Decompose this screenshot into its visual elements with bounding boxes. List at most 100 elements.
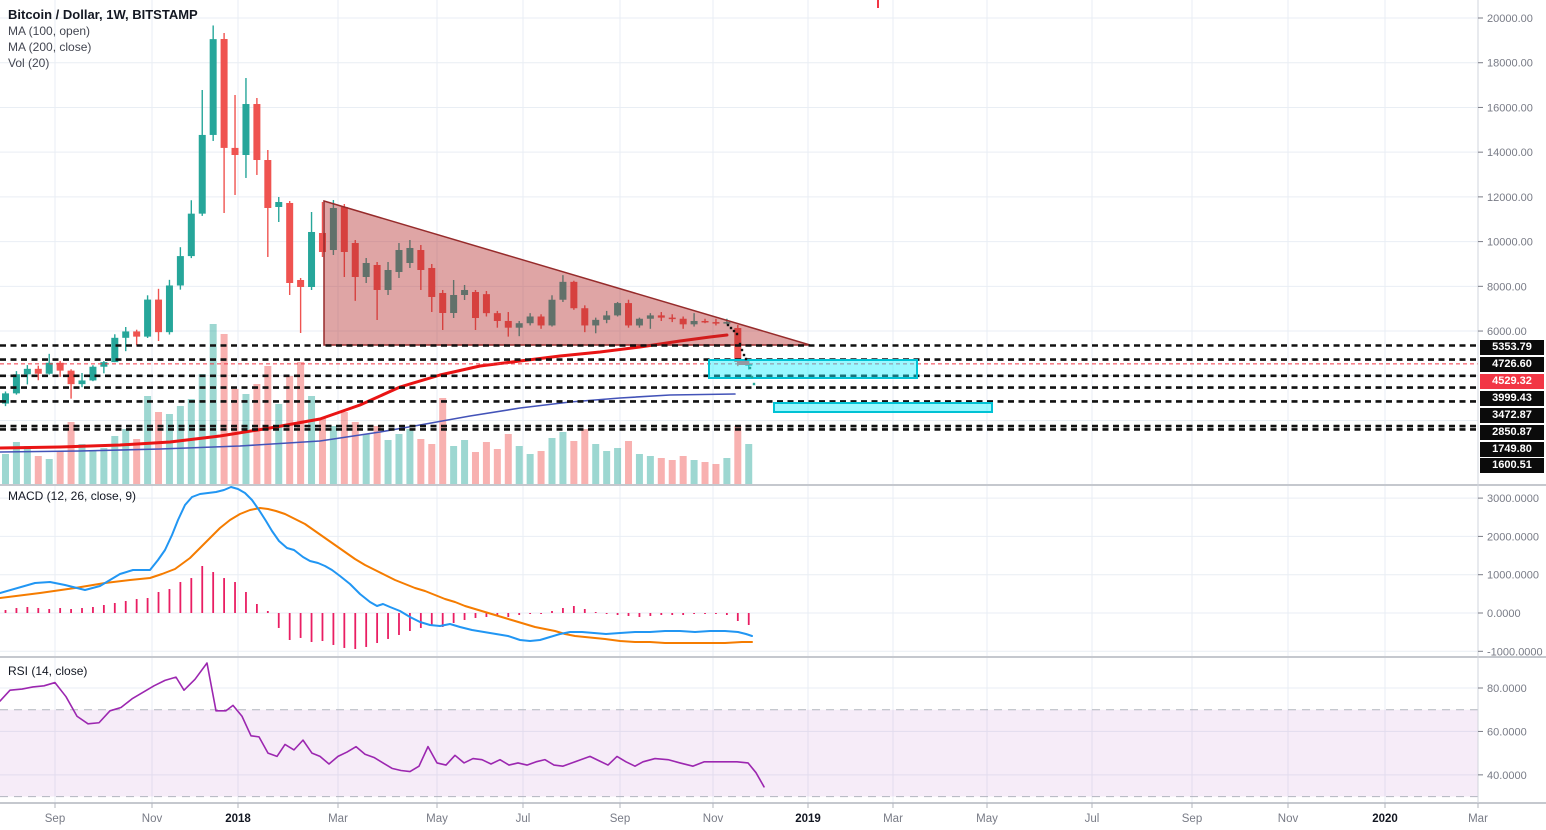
volume-bar (78, 444, 86, 484)
drawing-dot (726, 323, 730, 327)
time-axis-label[interactable]: Nov (142, 813, 163, 825)
time-axis-label[interactable]: Nov (703, 813, 724, 825)
descending-triangle-drawing[interactable] (323, 199, 811, 346)
volume-bar (548, 438, 556, 484)
time-axis-label[interactable]: 2020 (1372, 813, 1398, 825)
volume-bar (45, 459, 53, 484)
volume-bar (253, 384, 261, 484)
candle-body (264, 160, 272, 208)
time-axis-label[interactable]: Jul (1085, 813, 1100, 825)
price-zone-box[interactable] (773, 402, 993, 413)
macd-axis-label: -1000.0000 (1487, 646, 1543, 658)
volume-bar (723, 458, 731, 484)
legend: Bitcoin / Dollar, 1W, BITSTAMP MA (100, … (8, 6, 198, 71)
drawing-dot (738, 342, 742, 346)
candle-body (471, 291, 479, 319)
macd-signal-line (0, 507, 753, 644)
candle-body (592, 319, 600, 326)
symbol-title[interactable]: Bitcoin / Dollar, 1W, BITSTAMP (8, 7, 198, 22)
volume-bar (701, 462, 709, 484)
time-axis-label[interactable]: Sep (610, 813, 630, 825)
macd-pane-label[interactable]: MACD (12, 26, close, 9) (8, 489, 137, 503)
candle-body (308, 231, 316, 287)
candle-body (89, 366, 97, 381)
volume-bar (329, 426, 337, 484)
price-zone-box[interactable] (708, 359, 918, 379)
candle-body (351, 243, 359, 277)
candle-body (417, 250, 425, 270)
volume-bar (461, 440, 469, 484)
candle-body (362, 262, 370, 277)
macd-axis-label: 0.0000 (1487, 608, 1521, 620)
volume-bar (144, 396, 152, 484)
time-axis-label[interactable]: Jul (516, 813, 531, 825)
volume-bar (220, 334, 228, 484)
volume-bar (209, 324, 217, 484)
indicator-row-ma200[interactable]: MA (200, close) (8, 40, 92, 54)
candle-body (122, 331, 130, 338)
volume-bar (373, 426, 381, 484)
price-axis-label: 8000.00 (1487, 281, 1527, 293)
candle-body (220, 39, 228, 148)
time-axis-label[interactable]: 2019 (795, 813, 821, 825)
time-axis-label[interactable]: Mar (328, 813, 348, 825)
rsi-axis-label: 60.0000 (1487, 726, 1527, 738)
time-axis-label[interactable]: Nov (1278, 813, 1299, 825)
candle-body (559, 281, 567, 300)
candle-body (428, 267, 436, 297)
candle-body (679, 318, 687, 325)
rsi-axis-label: 40.0000 (1487, 770, 1527, 782)
volume-bar (439, 398, 447, 484)
time-axis-label[interactable]: Sep (1182, 813, 1202, 825)
candle-body (340, 206, 348, 252)
time-axis-label[interactable]: Mar (883, 813, 903, 825)
candle-body (526, 316, 534, 324)
volume-bar (625, 441, 633, 484)
candle-body (406, 247, 414, 263)
rsi-overbought-oversold-band (0, 709, 1478, 797)
volume-bar (340, 412, 348, 484)
candle-body (504, 320, 512, 328)
volume-bar (155, 412, 163, 484)
candle-body (712, 322, 720, 324)
indicator-row-ma100[interactable]: MA (100, open) (8, 24, 91, 38)
candle-body (329, 207, 337, 251)
volume-bar (417, 439, 425, 484)
candle-body (668, 317, 676, 320)
price-axis-label: 20000.00 (1487, 13, 1533, 25)
time-axis-label[interactable]: 2018 (225, 813, 251, 825)
time-axis-label[interactable]: May (426, 813, 448, 825)
candle-body (155, 299, 163, 333)
price-axis-label: 12000.00 (1487, 192, 1533, 204)
candle-body (493, 313, 501, 321)
drawing-dot-teal (748, 366, 752, 370)
current-bar-marker[interactable] (737, 361, 749, 365)
time-axis-label[interactable]: Sep (45, 813, 65, 825)
time-axis-label[interactable]: Mar (1468, 813, 1488, 825)
volume-bar (537, 451, 545, 484)
volume-bar (635, 454, 643, 484)
drawing-price-tag: 1749.80 (1480, 441, 1544, 457)
candle-body (603, 315, 611, 320)
volume-bar (679, 456, 687, 484)
candle-body (537, 316, 545, 326)
volume-bar (12, 442, 20, 484)
volume-bar (384, 440, 392, 484)
candle-body (570, 281, 578, 309)
volume-bar (56, 451, 64, 484)
drawing-dot (744, 357, 748, 361)
candle-body (461, 289, 469, 295)
price-axis-label: 14000.00 (1487, 147, 1533, 159)
candle-body (133, 331, 141, 337)
volume-bar (734, 426, 742, 484)
volume-bar (176, 406, 184, 484)
volume-bar (515, 446, 523, 484)
candle-body (253, 104, 261, 161)
indicator-row-vol[interactable]: Vol (20) (8, 56, 50, 70)
volume-bar (428, 444, 436, 484)
drawing-dot (742, 353, 746, 357)
time-axis-label[interactable]: May (976, 813, 998, 825)
rsi-pane-label[interactable]: RSI (14, close) (8, 664, 88, 678)
